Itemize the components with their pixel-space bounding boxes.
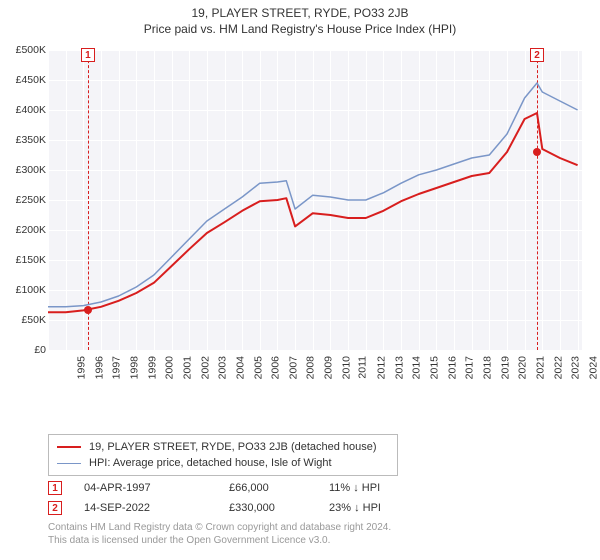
cell-badge: 2 bbox=[48, 501, 84, 515]
legend-row: HPI: Average price, detached house, Isle… bbox=[57, 455, 389, 471]
cell-price: £330,000 bbox=[229, 502, 329, 514]
x-tick-label: 2000 bbox=[164, 356, 176, 379]
x-tick-label: 2018 bbox=[481, 356, 493, 379]
series-line bbox=[48, 113, 578, 312]
series-line bbox=[48, 83, 578, 307]
cell-delta: 23% ↓ HPI bbox=[329, 502, 449, 514]
x-tick-label: 2019 bbox=[499, 356, 511, 379]
x-tick-label: 2022 bbox=[552, 356, 564, 379]
x-tick-label: 2020 bbox=[517, 356, 529, 379]
x-tick-label: 2008 bbox=[305, 356, 317, 379]
legend-swatch bbox=[57, 463, 81, 464]
x-tick-label: 2016 bbox=[446, 356, 458, 379]
x-tick-label: 2006 bbox=[270, 356, 282, 379]
footer-line1: Contains HM Land Registry data © Crown c… bbox=[48, 522, 582, 535]
cell-date: 04-APR-1997 bbox=[84, 482, 229, 494]
sale-badge-icon: 1 bbox=[48, 481, 62, 495]
table-row: 2 14-SEP-2022£330,00023% ↓ HPI bbox=[48, 498, 582, 518]
x-tick-label: 2024 bbox=[587, 356, 599, 379]
sale-badge-icon: 2 bbox=[48, 501, 62, 515]
chart-title-address: 19, PLAYER STREET, RYDE, PO33 2JB bbox=[0, 6, 600, 20]
table-row: 1 04-APR-1997£66,00011% ↓ HPI bbox=[48, 478, 582, 498]
x-tick-label: 2012 bbox=[375, 356, 387, 379]
legend-swatch bbox=[57, 446, 81, 448]
chart-legend: 19, PLAYER STREET, RYDE, PO33 2JB (detac… bbox=[48, 434, 398, 476]
footer-line2: This data is licensed under the Open Gov… bbox=[48, 535, 582, 548]
x-tick-label: 2002 bbox=[199, 356, 211, 379]
x-tick-label: 2014 bbox=[411, 356, 423, 379]
cell-delta: 11% ↓ HPI bbox=[329, 482, 449, 494]
x-tick-label: 2005 bbox=[252, 356, 264, 379]
x-tick-label: 2015 bbox=[428, 356, 440, 379]
x-tick-label: 1996 bbox=[93, 356, 105, 379]
chart-title-desc: Price paid vs. HM Land Registry's House … bbox=[0, 22, 600, 36]
legend-label: HPI: Average price, detached house, Isle… bbox=[89, 457, 332, 469]
x-tick-label: 2011 bbox=[357, 356, 369, 379]
legend-row: 19, PLAYER STREET, RYDE, PO33 2JB (detac… bbox=[57, 439, 389, 455]
sale-marker-point bbox=[533, 148, 541, 156]
x-tick-label: 1999 bbox=[146, 356, 158, 379]
x-tick-label: 2003 bbox=[217, 356, 229, 379]
x-tick-label: 1995 bbox=[75, 356, 87, 379]
cell-price: £66,000 bbox=[229, 482, 329, 494]
x-tick-label: 2021 bbox=[534, 356, 546, 379]
x-tick-label: 2023 bbox=[570, 356, 582, 379]
x-tick-label: 1998 bbox=[128, 356, 140, 379]
attribution-footer: Contains HM Land Registry data © Crown c… bbox=[48, 522, 582, 547]
x-tick-label: 2010 bbox=[340, 356, 352, 379]
sale-marker-point bbox=[84, 306, 92, 314]
x-tick-label: 2009 bbox=[322, 356, 334, 379]
x-tick-label: 2013 bbox=[393, 356, 405, 379]
x-tick-label: 2017 bbox=[464, 356, 476, 379]
price-chart: £0£50K£100K£150K£200K£250K£300K£350K£400… bbox=[0, 42, 600, 396]
x-tick-label: 1997 bbox=[111, 356, 123, 379]
legend-label: 19, PLAYER STREET, RYDE, PO33 2JB (detac… bbox=[89, 441, 377, 453]
x-tick-label: 2004 bbox=[234, 356, 246, 379]
sales-table: 1 04-APR-1997£66,00011% ↓ HPI 2 14-SEP-2022… bbox=[48, 478, 582, 518]
x-tick-label: 2001 bbox=[181, 356, 193, 379]
x-tick-label: 2007 bbox=[287, 356, 299, 379]
cell-badge: 1 bbox=[48, 481, 84, 495]
cell-date: 14-SEP-2022 bbox=[84, 502, 229, 514]
